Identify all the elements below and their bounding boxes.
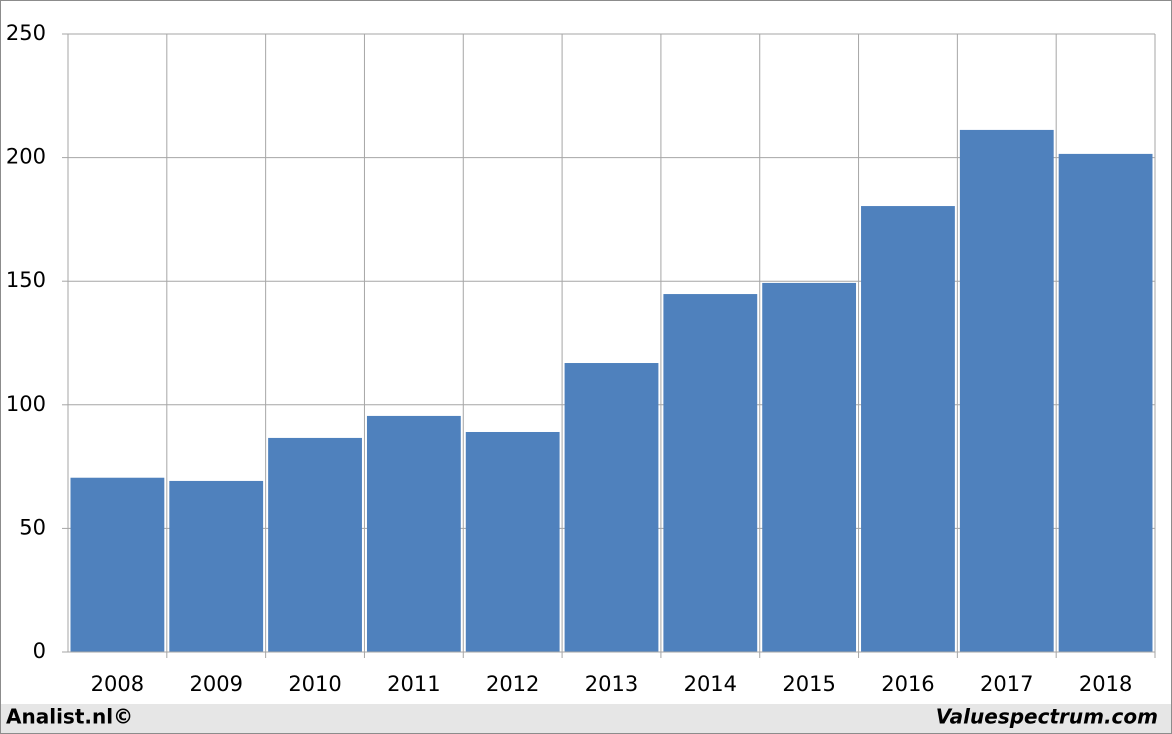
y-tick-label: 50 [19,515,46,539]
footer-left: Analist.nl© [6,705,133,729]
bar [70,477,165,652]
footer-right: Valuespectrum.com [936,705,1158,729]
bar [268,437,362,652]
x-tick-label: 2010 [288,672,341,696]
y-tick-label: 250 [6,21,46,45]
bar [366,415,461,652]
x-tick-label: 2018 [1079,672,1132,696]
bar [564,363,659,652]
bar [169,480,264,652]
x-tick-label: 2013 [585,672,638,696]
x-tick-label: 2012 [486,672,539,696]
bar [762,282,857,652]
x-tick-label: 2009 [190,672,243,696]
x-tick-label: 2016 [881,672,934,696]
footer-band [1,704,1171,733]
x-tick-label: 2011 [387,672,440,696]
x-tick-label: 2014 [684,672,737,696]
y-tick-label: 150 [6,268,46,292]
bar [1058,153,1153,652]
y-tick-label: 100 [6,392,46,416]
y-tick-label: 0 [33,639,46,663]
x-tick-label: 2017 [980,672,1033,696]
bar [465,431,560,652]
x-tick-label: 2015 [782,672,835,696]
bar [959,129,1054,653]
y-tick-label: 200 [6,145,46,169]
bar [663,294,758,652]
x-tick-label: 2008 [91,672,144,696]
bar [861,206,955,652]
